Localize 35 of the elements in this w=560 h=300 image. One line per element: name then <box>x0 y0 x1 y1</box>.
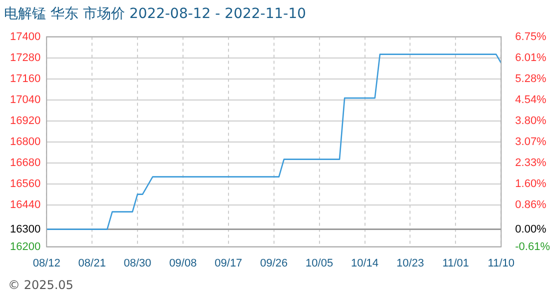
y-tick-label: 16920 <box>10 114 41 127</box>
y-tick-label: 17280 <box>10 52 41 64</box>
y2-tick-label: 5.28% <box>515 72 547 85</box>
x-tick-label: 11/10 <box>488 257 515 270</box>
x-tick-label: 11/01 <box>442 257 470 270</box>
y-tick-label: 16440 <box>10 198 41 211</box>
y-tick-label: 16560 <box>10 178 41 190</box>
y-tick-label: 16300 <box>10 223 41 236</box>
x-tick-label: 08/21 <box>78 257 106 270</box>
x-tick-label: 09/08 <box>169 257 197 270</box>
y-tick-label: 16680 <box>10 156 41 169</box>
x-tick-label: 09/17 <box>214 257 242 270</box>
y2-tick-label: -0.61% <box>515 240 550 253</box>
y2-tick-label: 0.00% <box>515 223 547 236</box>
y-tick-label: 17160 <box>10 72 41 85</box>
x-tick-label: 09/26 <box>260 257 288 270</box>
x-tick-label: 08/30 <box>124 257 152 270</box>
x-tick-label: 10/14 <box>351 257 379 270</box>
y2-tick-label: 6.01% <box>515 52 547 64</box>
chart-title: 电解锰 华东 市场价 2022-08-12 - 2022-11-10 <box>4 6 306 22</box>
text: © 2025.05 <box>8 278 74 292</box>
x-tick-label: 08/12 <box>32 257 60 270</box>
y2-tick-label: 0.86% <box>515 198 547 211</box>
y2-tick-label: 6.75% <box>515 30 547 43</box>
x-tick-label: 10/23 <box>396 257 424 270</box>
y2-tick-label: 1.60% <box>515 178 547 190</box>
y2-tick-label: 3.07% <box>515 136 547 148</box>
y2-tick-label: 2.33% <box>515 156 547 169</box>
y2-tick-label: 3.80% <box>515 115 547 127</box>
y2-tick-label: 4.54% <box>515 94 547 106</box>
y-tick-label: 17400 <box>10 30 41 43</box>
y-tick-label: 17040 <box>10 94 41 106</box>
x-tick-label: 10/05 <box>306 257 334 270</box>
y-tick-label: 16200 <box>10 240 41 253</box>
y-tick-label: 16800 <box>10 136 41 148</box>
